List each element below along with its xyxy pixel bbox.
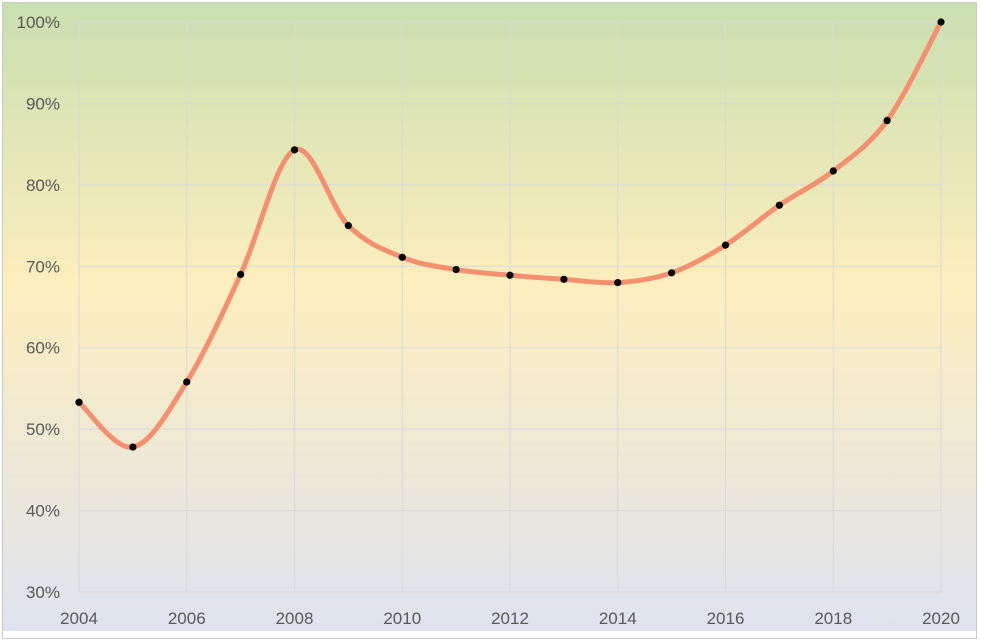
grid-layer [78,21,942,593]
series-line [76,19,944,450]
x-tick-label: 2004 [60,609,98,628]
x-tick-label: 2018 [814,609,852,628]
data-point-marker [937,18,945,26]
data-point-marker [452,265,460,274]
y-tick-label: 90% [26,94,60,113]
x-tick-label: 2020 [922,609,960,628]
x-tick-label: 2006 [168,609,206,628]
data-point-marker [668,269,676,277]
y-tick-label: 70% [26,257,60,276]
data-point-marker [237,270,245,279]
x-tick-label: 2014 [599,609,637,628]
y-tick-label: 40% [26,502,60,521]
x-tick-label: 2012 [491,609,529,628]
y-tick-label: 80% [26,176,60,195]
data-point-marker [506,271,514,279]
data-point-marker [290,146,299,154]
data-point-marker [344,221,352,230]
data-point-marker [75,398,83,406]
data-point-marker [721,241,730,249]
data-point-marker [775,201,783,209]
data-point-marker [129,443,137,451]
data-point-marker [560,275,568,283]
data-point-marker [183,378,191,386]
data-point-marker [614,278,622,287]
y-tick-label: 60% [26,339,60,358]
y-tick-label: 50% [26,420,60,439]
y-tick-label: 100% [17,13,60,32]
data-point-marker [829,167,837,175]
x-tick-label: 2010 [383,609,421,628]
axis-labels: 30% 40% 50% 60% 70% 80% 90% 100% 2004 2006 2008 201… [17,13,960,628]
data-point-marker [398,253,406,261]
x-tick-label: 2008 [276,609,314,628]
plot-area-background [3,3,976,631]
data-point-marker [883,116,891,125]
y-tick-label: 30% [26,583,60,602]
x-tick-label: 2016 [707,609,745,628]
data-markers [75,18,945,451]
